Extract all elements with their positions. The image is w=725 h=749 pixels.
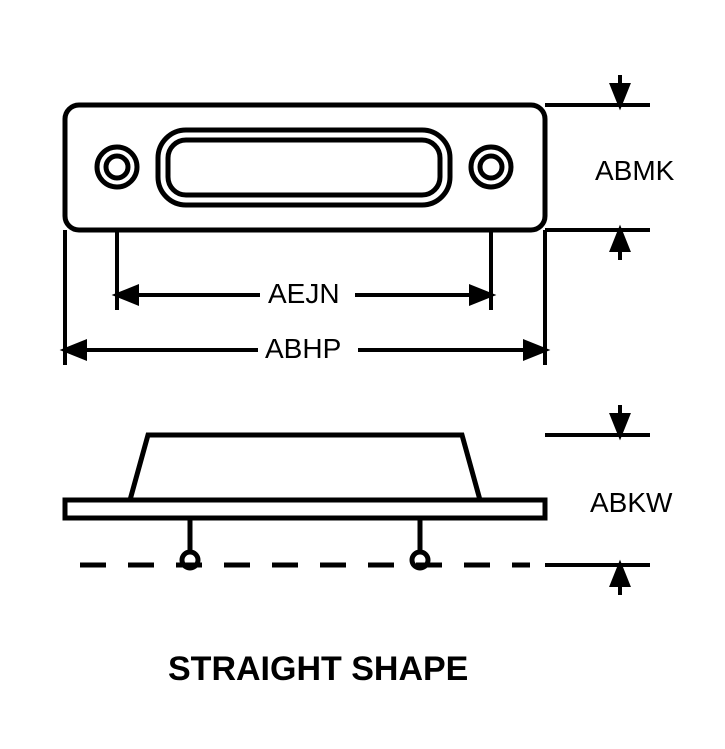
- side-outline: [65, 435, 545, 518]
- dim-abmk-label: ABMK: [595, 155, 675, 186]
- side-view: [65, 435, 545, 568]
- slot-inner: [168, 140, 440, 195]
- dim-aejn-label: AEJN: [268, 278, 340, 309]
- mount-hole-right-inner: [480, 156, 502, 178]
- dim-aejn: AEJN: [117, 230, 491, 310]
- front-view: [65, 105, 545, 230]
- dim-abkw-label: ABKW: [590, 487, 673, 518]
- mount-hole-left-inner: [106, 156, 128, 178]
- diagram-canvas: ABMK AEJN ABHP ABKW STRAIGHT SHAPE: [0, 0, 725, 749]
- dim-abkw: ABKW: [545, 405, 673, 595]
- diagram-title: STRAIGHT SHAPE: [168, 650, 468, 688]
- dim-abmk: ABMK: [545, 75, 675, 260]
- dim-abhp-label: ABHP: [265, 333, 341, 364]
- mount-hole-right-outer: [471, 147, 511, 187]
- mount-hole-left-outer: [97, 147, 137, 187]
